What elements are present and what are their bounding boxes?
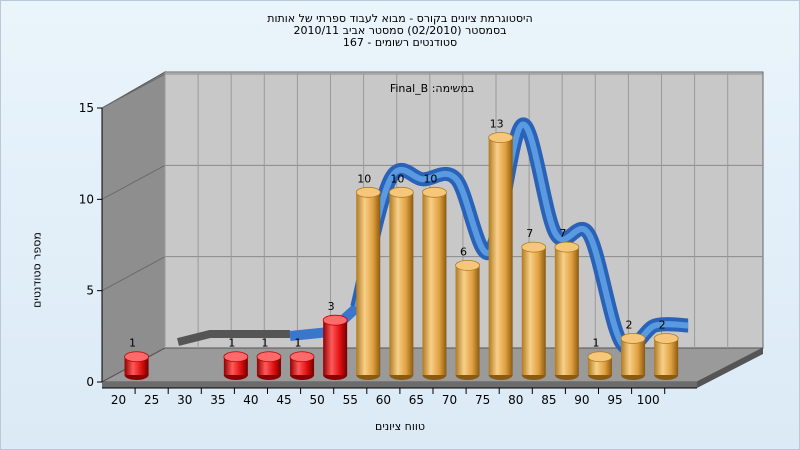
bar-value-label: 1 bbox=[228, 337, 235, 350]
grid-line bbox=[101, 256, 166, 292]
histogram-bar bbox=[587, 351, 613, 380]
bar-value-label: 1 bbox=[261, 337, 268, 350]
floor-edge bbox=[102, 382, 697, 388]
x-tick-label: 60 bbox=[376, 393, 391, 407]
histogram-bar bbox=[256, 351, 282, 380]
left-wall bbox=[101, 71, 166, 383]
x-tick-label: 90 bbox=[574, 393, 589, 407]
x-tick-label: 70 bbox=[442, 393, 457, 407]
y-tick-label: 10 bbox=[79, 192, 94, 206]
x-tick-label: 95 bbox=[607, 393, 622, 407]
grid-line bbox=[101, 73, 166, 109]
histogram-bar bbox=[653, 333, 679, 380]
x-tick-label: 35 bbox=[210, 393, 225, 407]
floor-side-edge bbox=[697, 348, 763, 388]
y-tick-label: 15 bbox=[79, 101, 94, 115]
x-axis-label: טווח ציונים bbox=[375, 420, 425, 433]
x-tick-label: 75 bbox=[475, 393, 490, 407]
bar-value-label: 10 bbox=[390, 172, 404, 185]
bar-value-label: 3 bbox=[328, 300, 335, 313]
bar-value-label: 7 bbox=[559, 227, 566, 240]
x-tick-label: 85 bbox=[541, 393, 556, 407]
x-tick-label: 30 bbox=[177, 393, 192, 407]
chart-title-line-1: היסטוגרמת ציונים בקורס - מבוא לעבוד ספרת… bbox=[267, 12, 533, 25]
chart-title-line-3: סטודנטים רשומים - 167 bbox=[342, 36, 458, 49]
bar-value-label: 10 bbox=[357, 172, 371, 185]
x-tick-label: 80 bbox=[508, 393, 523, 407]
bar-value-label: 6 bbox=[460, 245, 467, 258]
bar-value-label: 13 bbox=[490, 118, 504, 131]
x-tick-label: 55 bbox=[343, 393, 358, 407]
x-tick-label: 40 bbox=[243, 393, 258, 407]
histogram-bar bbox=[124, 351, 149, 380]
bar-value-label: 1 bbox=[295, 337, 302, 350]
bar-value-label: 7 bbox=[526, 227, 533, 240]
bar-value-label: 2 bbox=[626, 318, 633, 331]
histogram-bar bbox=[488, 132, 514, 380]
histogram-bar bbox=[289, 351, 315, 380]
histogram-bar bbox=[455, 259, 480, 380]
x-tick-label: 20 bbox=[111, 393, 126, 407]
series-annotation: Final_B :במשימה bbox=[390, 82, 474, 95]
histogram-bar bbox=[422, 186, 447, 380]
x-tick-label: 65 bbox=[409, 393, 424, 407]
histogram-bar bbox=[521, 241, 547, 380]
x-tick-label: 25 bbox=[144, 393, 159, 407]
bar-value-label: 1 bbox=[592, 337, 599, 350]
y-tick-label: 5 bbox=[86, 284, 94, 298]
bar-value-label: 10 bbox=[423, 172, 437, 185]
x-tick-label: 45 bbox=[276, 393, 291, 407]
x-tick-label: 50 bbox=[310, 393, 325, 407]
histogram-bar bbox=[620, 333, 646, 380]
bar-value-label: 2 bbox=[659, 318, 666, 331]
histogram-bar bbox=[554, 241, 580, 380]
ribbon-flat-segment bbox=[177, 330, 290, 346]
grid-line bbox=[101, 164, 166, 200]
y-tick-label: 0 bbox=[86, 375, 94, 389]
histogram-bar bbox=[388, 186, 414, 380]
histogram-bar bbox=[355, 186, 381, 380]
x-tick-label: 100 bbox=[637, 393, 660, 407]
chart-title-line-2: בסמסטר (02/2010) סמסטר אביב 2010/11 bbox=[293, 24, 507, 37]
bar-value-label: 1 bbox=[129, 337, 136, 350]
histogram-bar bbox=[322, 314, 348, 380]
histogram-bar bbox=[223, 351, 249, 380]
